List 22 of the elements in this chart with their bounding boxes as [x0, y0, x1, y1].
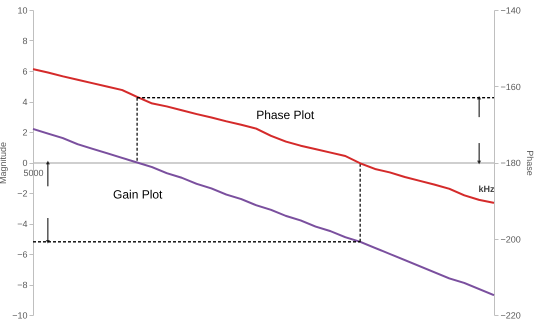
y-tick-label: −10 — [12, 310, 28, 320]
y2-tick-label: −160 — [500, 82, 521, 92]
y-tick-label: 4 — [22, 97, 28, 107]
y2-tick-label: −200 — [500, 234, 521, 244]
y2-tick-label: −220 — [500, 310, 521, 320]
y2-tick-label: −140 — [500, 6, 521, 16]
y-axis-title: Magnitude — [0, 142, 8, 184]
y2-tick-label: −180 — [500, 158, 521, 168]
annotation: Phase Plot — [256, 108, 315, 122]
y-tick-label: −8 — [17, 280, 28, 290]
annotation: Gain Plot — [113, 188, 164, 202]
y-tick-label: −4 — [17, 219, 28, 229]
y-tick-label: 6 — [22, 66, 28, 76]
y-tick-label: 0 — [22, 158, 28, 168]
y2-axis-title: Phase — [524, 150, 534, 176]
y-tick-label: 2 — [22, 128, 28, 138]
x-tick-label: 5000 — [23, 168, 44, 178]
y-tick-label: −6 — [17, 250, 28, 260]
y-tick-label: −2 — [17, 188, 28, 198]
y-tick-label: 10 — [17, 6, 28, 16]
y-tick-label: 8 — [22, 36, 28, 46]
x-axis-title: kHz — [478, 184, 495, 194]
